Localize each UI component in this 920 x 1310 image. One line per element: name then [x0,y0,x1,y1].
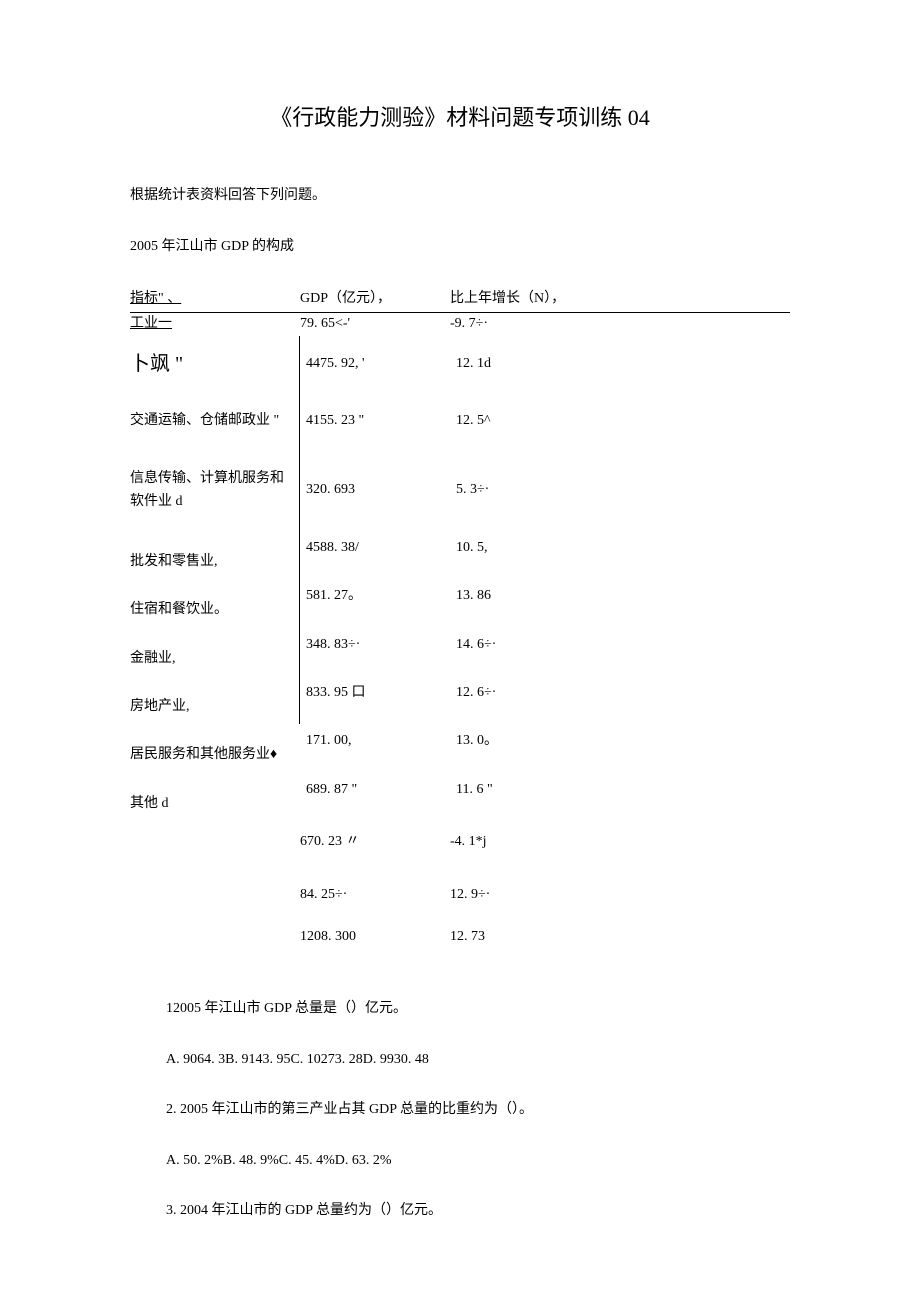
cell-label: 工业一 [130,313,300,335]
table-row: 批发和零售业, 4588. 38/ 10. 5, [130,531,790,579]
cell-growth: -9. 7÷· [450,313,600,335]
table-row: 房地产业, 833. 95 口 12. 6÷· [130,676,790,724]
cell-value: 320. 693 [300,450,450,531]
answer-1: A. 9064. 3B. 9143. 95C. 10273. 28D. 9930… [166,1049,790,1071]
cell-label: 信息传输、计算机服务和软件业 d [130,450,300,531]
cell-value: 581. 27。 [300,579,450,627]
table-subtitle: 2005 年江山市 GDP 的构成 [130,236,790,258]
cell-value: 4155. 23 " [300,392,450,450]
cell-growth: 12. 5^ [450,392,600,450]
cell-growth: 12. 9÷· [450,884,600,906]
cell-growth: 11. 6 " [450,773,600,821]
cell-value: 79. 65<-' [300,313,450,335]
table-row: 670. 23 〃 -4. 1*j [130,821,790,863]
cell-label: 批发和零售业, [130,531,300,579]
intro-text: 根据统计表资料回答下列问题。 [130,185,790,207]
cell-growth: 12. 6÷· [450,676,600,724]
table-row: 其他 d 689. 87 " 11. 6 " [130,773,790,821]
cell-value: 833. 95 口 [300,676,450,724]
cell-label: 住宿和餐饮业。 [130,579,300,627]
cell-value: 670. 23 〃 [300,831,450,853]
page-title: 《行政能力测验》材料问题专项训练 04 [130,100,790,135]
cell-growth: 5. 3÷· [450,450,600,531]
gdp-table: 指标" 、 GDP（亿元）， 比上年增长（N）， 工业一 79. 65<-' -… [130,288,790,958]
cell-growth: 12. 73 [450,926,600,948]
table-row: 工业一 79. 65<-' -9. 7÷· [130,313,790,335]
questions-block: 12005 年江山市 GDP 总量是（）亿元。 A. 9064. 3B. 914… [130,998,790,1222]
table-row: 金融业, 348. 83÷· 14. 6÷· [130,628,790,676]
table-row: 1208. 300 12. 73 [130,916,790,958]
cell-label: 房地产业, [130,676,300,724]
cell-label: 卜飒 " [130,336,300,392]
table-row: 卜飒 " 4475. 92, ' 12. 1d [130,336,790,392]
cell-value: 1208. 300 [300,926,450,948]
header-col3: 比上年增长（N）， [450,288,600,310]
cell-value: 348. 83÷· [300,628,450,676]
cell-label: 金融业, [130,628,300,676]
cell-growth: 12. 1d [450,336,600,392]
cell-value: 171. 00, [300,724,450,772]
cell-value: 689. 87 " [300,773,450,821]
cell-growth: 13. 86 [450,579,600,627]
question-3: 3. 2004 年江山市的 GDP 总量约为（）亿元。 [166,1200,790,1222]
cell-value: 84. 25÷· [300,884,450,906]
table-row: 84. 25÷· 12. 9÷· [130,864,790,916]
table-header-row: 指标" 、 GDP（亿元）， 比上年增长（N）， [130,288,790,313]
table-row: 信息传输、计算机服务和软件业 d 320. 693 5. 3÷· [130,450,790,531]
cell-label: 其他 d [130,773,300,821]
cell-growth: 10. 5, [450,531,600,579]
cell-value: 4588. 38/ [300,531,450,579]
table-row: 居民服务和其他服务业♦ 171. 00, 13. 0。 [130,724,790,772]
header-col1: 指标" 、 [130,291,181,306]
cell-value: 4475. 92, ' [300,336,450,392]
cell-growth: 13. 0。 [450,724,600,772]
cell-growth: 14. 6÷· [450,628,600,676]
cell-label: 交通运输、仓储邮政业 " [130,392,300,450]
table-row: 交通运输、仓储邮政业 " 4155. 23 " 12. 5^ [130,392,790,450]
header-col2: GDP（亿元）， [300,288,450,310]
answer-2: A. 50. 2%B. 48. 9%C. 45. 4%D. 63. 2% [166,1150,790,1172]
question-2: 2. 2005 年江山市的第三产业占其 GDP 总量的比重约为（）。 [166,1099,790,1121]
cell-growth: -4. 1*j [450,831,600,853]
cell-label: 居民服务和其他服务业♦ [130,724,300,772]
question-1: 12005 年江山市 GDP 总量是（）亿元。 [166,998,790,1020]
table-row: 住宿和餐饮业。 581. 27。 13. 86 [130,579,790,627]
